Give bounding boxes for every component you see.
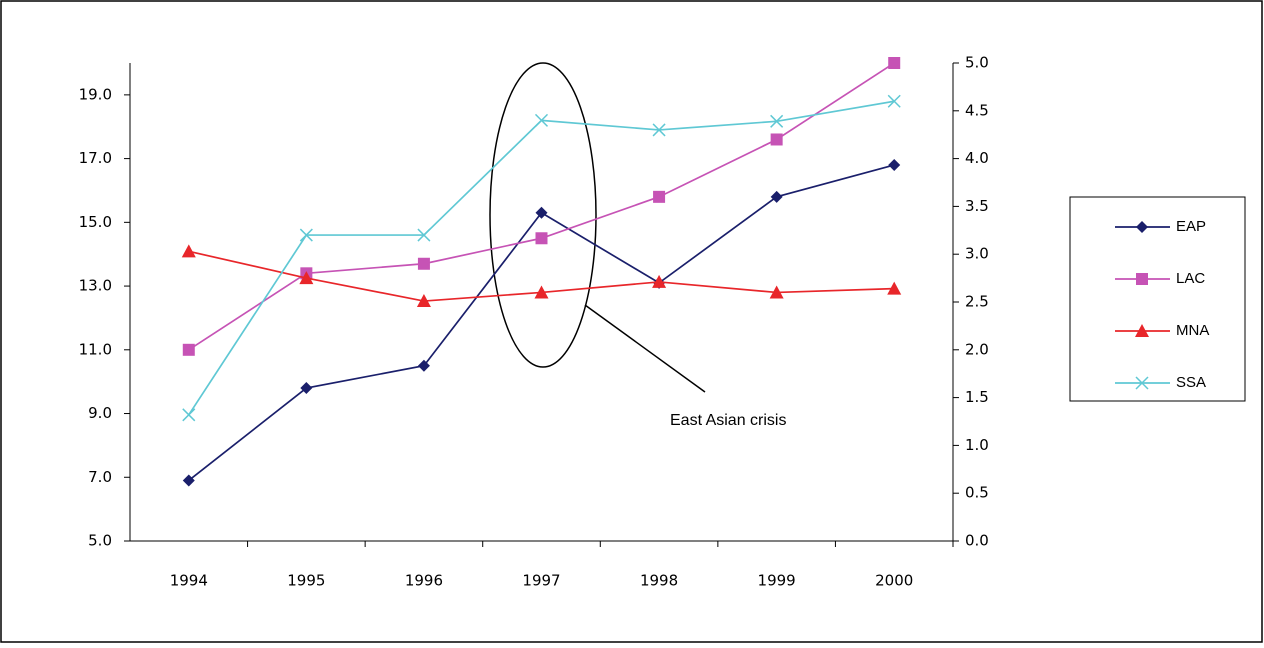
y2-tick-label: 0.5 bbox=[965, 484, 989, 502]
point bbox=[770, 114, 784, 128]
legend-label: SSA bbox=[1176, 374, 1206, 391]
point bbox=[653, 190, 666, 203]
y-tick-label: 5.0 bbox=[88, 532, 112, 550]
point bbox=[770, 133, 783, 146]
annotation-line bbox=[584, 304, 706, 393]
x-tick-label: 1999 bbox=[758, 572, 796, 590]
y-tick-label: 9.0 bbox=[88, 404, 112, 422]
point bbox=[417, 359, 430, 372]
point bbox=[300, 382, 313, 395]
y2-tick-label: 2.5 bbox=[965, 293, 989, 311]
point bbox=[769, 285, 784, 299]
y2-tick-label: 4.5 bbox=[965, 101, 989, 119]
point bbox=[652, 123, 666, 137]
y-tick-label: 19.0 bbox=[79, 85, 112, 103]
point bbox=[182, 343, 195, 356]
point bbox=[534, 285, 549, 299]
point bbox=[181, 244, 196, 258]
point bbox=[299, 271, 314, 285]
y2-tick-label: 0.0 bbox=[965, 532, 989, 550]
point bbox=[535, 232, 548, 245]
point bbox=[887, 281, 902, 295]
x-tick-label: 1996 bbox=[405, 572, 443, 590]
y2-tick-label: 3.5 bbox=[965, 197, 989, 215]
point bbox=[887, 94, 901, 108]
legend-marker bbox=[1135, 376, 1149, 390]
y-tick-label: 13.0 bbox=[79, 277, 112, 295]
legend-marker bbox=[1136, 273, 1148, 285]
legend-marker bbox=[1136, 221, 1148, 233]
y2-tick-label: 3.0 bbox=[965, 245, 989, 263]
y2-tick-label: 2.0 bbox=[965, 340, 989, 358]
point bbox=[417, 228, 431, 242]
annotation-ellipse bbox=[489, 62, 597, 368]
point bbox=[182, 408, 196, 422]
legend-label: EAP bbox=[1176, 218, 1206, 235]
legend-box bbox=[1069, 196, 1246, 402]
point bbox=[534, 113, 549, 127]
annotation: East Asian crisis bbox=[670, 412, 786, 429]
y2-tick-label: 4.0 bbox=[965, 149, 989, 167]
point bbox=[652, 274, 667, 288]
y-tick-label: 7.0 bbox=[88, 468, 112, 486]
x-tick-label: 1997 bbox=[522, 572, 560, 590]
y2-tick-label: 1.0 bbox=[965, 436, 989, 454]
y-tick-label: 15.0 bbox=[79, 213, 112, 231]
point bbox=[299, 228, 313, 242]
point bbox=[888, 57, 901, 69]
y-tick-label: 11.0 bbox=[79, 340, 112, 358]
x-tick-label: 1994 bbox=[170, 572, 208, 590]
legend-marker bbox=[1135, 324, 1149, 337]
y-tick-label: 17.0 bbox=[79, 149, 112, 167]
legend-label: MNA bbox=[1176, 322, 1209, 339]
point bbox=[888, 158, 901, 171]
point bbox=[770, 190, 783, 203]
point bbox=[182, 474, 195, 487]
x-tick-label: 1995 bbox=[287, 572, 325, 590]
point bbox=[416, 294, 431, 308]
legend-label: LAC bbox=[1176, 270, 1205, 287]
x-tick-label: 1998 bbox=[640, 572, 678, 590]
y2-tick-label: 1.5 bbox=[965, 388, 989, 406]
y2-tick-label: 5.0 bbox=[965, 54, 989, 72]
point bbox=[417, 257, 430, 270]
x-tick-label: 2000 bbox=[875, 572, 913, 590]
point bbox=[535, 206, 548, 219]
